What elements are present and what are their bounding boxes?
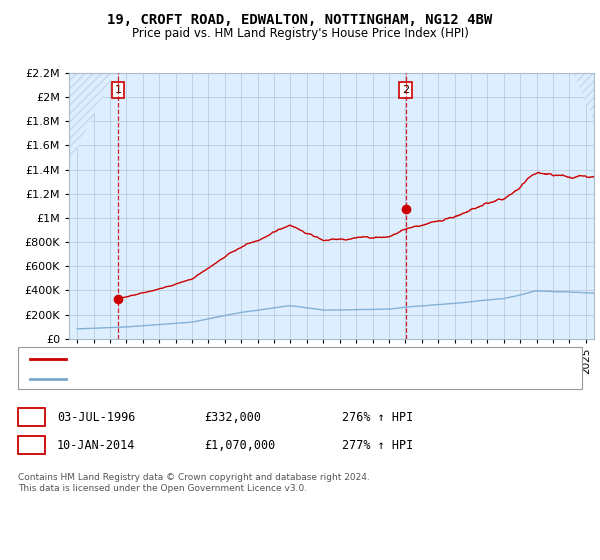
- Text: 1: 1: [115, 85, 122, 95]
- Polygon shape: [573, 73, 594, 121]
- Text: 276% ↑ HPI: 276% ↑ HPI: [342, 410, 413, 424]
- Text: 1: 1: [28, 410, 36, 424]
- Text: 10-JAN-2014: 10-JAN-2014: [57, 438, 136, 452]
- Text: Price paid vs. HM Land Registry's House Price Index (HPI): Price paid vs. HM Land Registry's House …: [131, 27, 469, 40]
- Text: 19, CROFT ROAD, EDWALTON, NOTTINGHAM, NG12 4BW: 19, CROFT ROAD, EDWALTON, NOTTINGHAM, NG…: [107, 13, 493, 27]
- Text: 2: 2: [28, 438, 36, 452]
- Text: 2: 2: [402, 85, 409, 95]
- Text: £1,070,000: £1,070,000: [204, 438, 275, 452]
- Polygon shape: [69, 73, 113, 166]
- Text: 03-JUL-1996: 03-JUL-1996: [57, 410, 136, 424]
- Text: £332,000: £332,000: [204, 410, 261, 424]
- Text: 277% ↑ HPI: 277% ↑ HPI: [342, 438, 413, 452]
- Text: 19, CROFT ROAD, EDWALTON, NOTTINGHAM, NG12 4BW (detached house): 19, CROFT ROAD, EDWALTON, NOTTINGHAM, NG…: [72, 354, 460, 364]
- Text: HPI: Average price, detached house, Rushcliffe: HPI: Average price, detached house, Rush…: [72, 374, 316, 384]
- Text: Contains HM Land Registry data © Crown copyright and database right 2024.
This d: Contains HM Land Registry data © Crown c…: [18, 473, 370, 493]
